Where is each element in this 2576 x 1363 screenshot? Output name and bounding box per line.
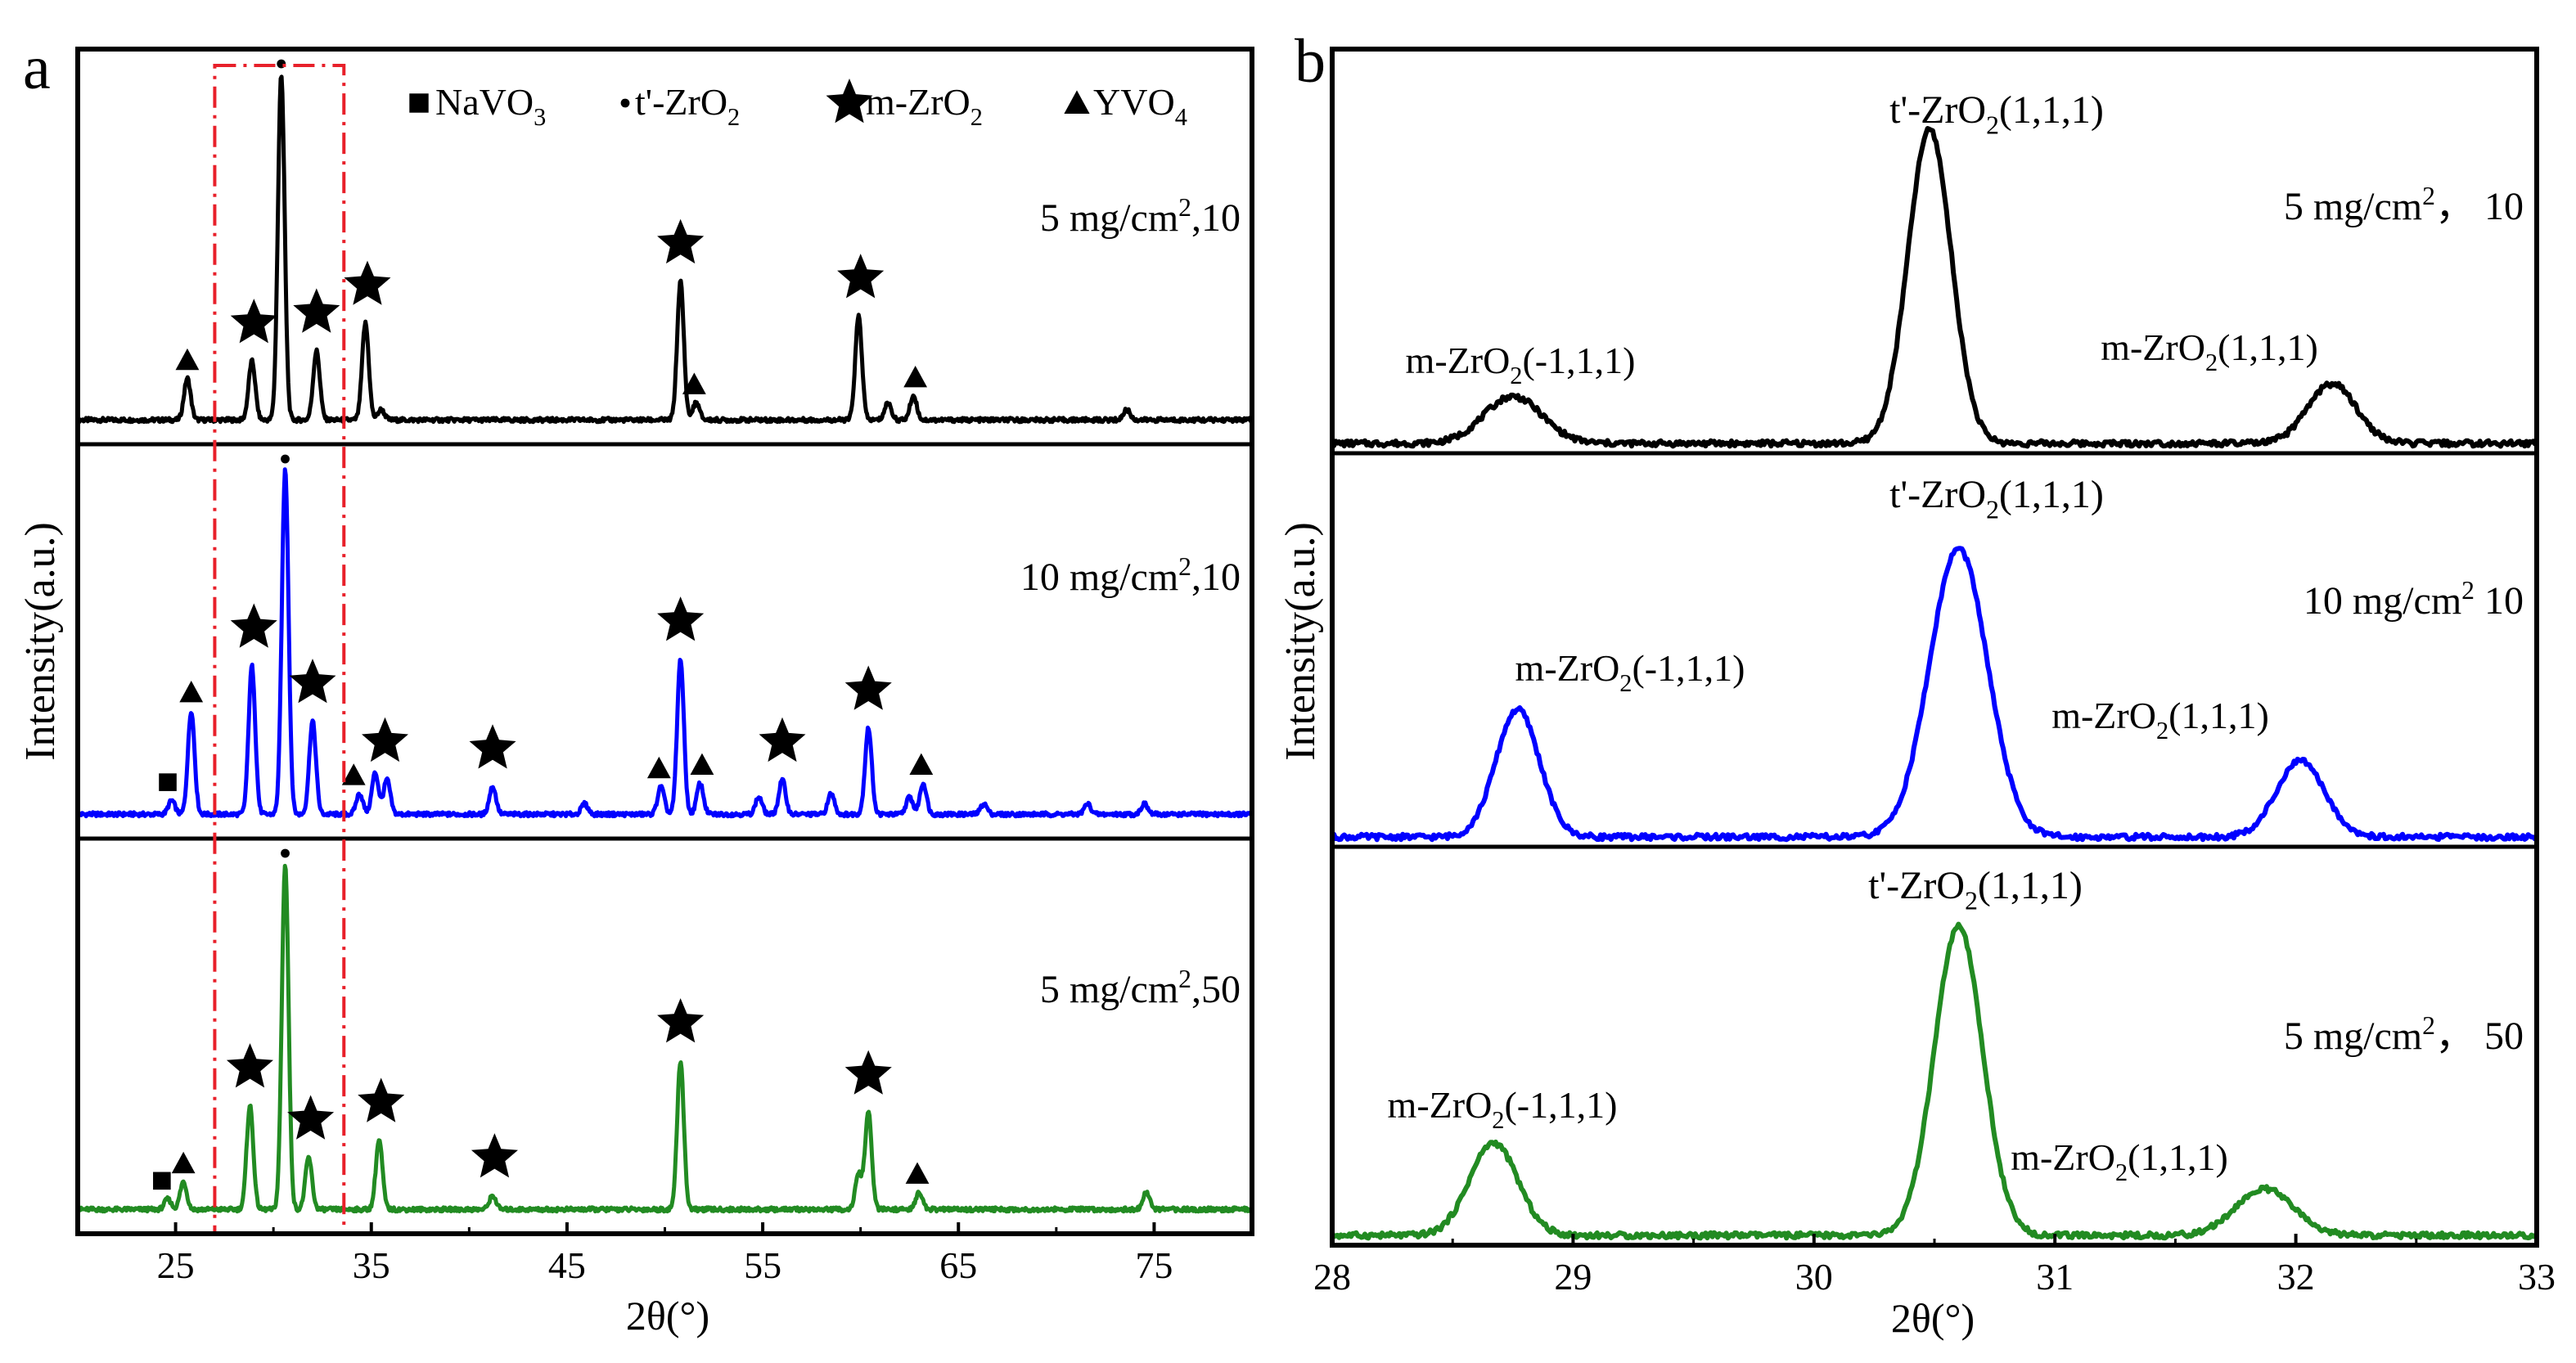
x-tick-label: 45 [548, 1244, 586, 1286]
series-line [1330, 921, 2538, 1241]
navo3-square-icon [153, 1172, 171, 1190]
tzro2-dot-icon [281, 454, 290, 464]
m-zro2-star-icon [358, 1077, 405, 1122]
series-line [1330, 546, 2539, 843]
yvo4-triangle-icon [179, 681, 204, 703]
peak-annotation-left: m-ZrO2(-1,1,1) [1388, 1084, 1618, 1134]
y-axis-label: Intensity(a.u.) [17, 522, 64, 761]
m-zro2-star-icon [230, 603, 277, 648]
m-zro2-star-icon [844, 1050, 892, 1095]
m-zro2-star-icon [657, 596, 705, 641]
x-tick-label: 33 [2518, 1256, 2556, 1298]
series-line [75, 74, 1254, 425]
yvo4-triangle-icon [646, 756, 671, 779]
series-0: t'-ZrO2(1,1,1) m-ZrO2(-1,1,1) m-ZrO2(1,1,1… [1331, 88, 2538, 449]
legend-label: t'-ZrO2 [635, 81, 740, 131]
series-line [1331, 126, 2538, 449]
peak-annotation-right: m-ZrO2(1,1,1) [2101, 326, 2318, 376]
legend-label: NaVO3 [435, 81, 546, 131]
series-line [75, 467, 1254, 819]
m-zro2-star-icon [471, 1133, 518, 1178]
tzro2-dot-icon [281, 848, 290, 858]
tzro2-dot-icon [620, 98, 630, 108]
yvo4-triangle-icon [175, 348, 200, 371]
legend-label: m-ZrO2 [866, 81, 983, 131]
x-tick-label: 30 [1795, 1256, 1833, 1298]
x-tick-label: 29 [1554, 1256, 1592, 1298]
panel-b: t'-ZrO2(1,1,1) m-ZrO2(-1,1,1) m-ZrO2(1,1,1… [1277, 27, 2556, 1341]
m-zro2-star-icon [759, 717, 806, 762]
series-label: 10 mg/cm2,10 [1020, 552, 1241, 599]
panel-letter: b [1295, 27, 1326, 96]
x-tick-label: 55 [744, 1244, 781, 1286]
m-zro2-star-icon [837, 254, 885, 299]
series-1: t'-ZrO2(1,1,1) m-ZrO2(-1,1,1) m-ZrO2(1,1,1… [1330, 473, 2539, 843]
yvo4-triangle-icon [690, 753, 714, 776]
peak-annotation-main: t'-ZrO2(1,1,1) [1868, 864, 2083, 915]
peak-annotation-right: m-ZrO2(1,1,1) [2051, 695, 2269, 744]
yvo4-triangle-icon [905, 1162, 930, 1184]
navo3-square-icon [159, 773, 177, 791]
x-tick-label: 35 [353, 1244, 390, 1286]
x-tick-label: 75 [1135, 1244, 1173, 1286]
legend: NaVO3 t'-ZrO2 m-ZrO2 YVO4 [409, 79, 1187, 131]
m-zro2-star-icon [230, 299, 277, 344]
y-axis-label: Intensity(a.u.) [1277, 522, 1324, 761]
m-zro2-star-icon [289, 659, 336, 704]
panel-a: 5 mg/cm2,10 10 mg/cm2,10 5 mg/cm2,50 NaVO3 t… [17, 34, 1254, 1338]
series-label: 10 mg/cm2 10 [2304, 576, 2524, 623]
yvo4-triangle-icon [171, 1151, 196, 1174]
peak-annotation-right: m-ZrO2(1,1,1) [2011, 1136, 2228, 1186]
m-zro2-star-icon [344, 260, 391, 305]
series-label: 5 mg/cm2， 50 [2284, 1011, 2524, 1058]
m-zro2-star-icon [657, 998, 705, 1043]
x-tick-label: 31 [2036, 1256, 2074, 1298]
series-label: 5 mg/cm2,50 [1040, 965, 1241, 1011]
m-zro2-star-icon [657, 218, 705, 264]
legend-label: YVO4 [1093, 81, 1187, 131]
series-label: 5 mg/cm2,10 [1040, 193, 1241, 240]
x-axis-label: 2θ(°) [1891, 1295, 1975, 1341]
m-zro2-star-icon [293, 288, 340, 333]
x-axis-label: 2θ(°) [626, 1293, 709, 1338]
yvo4-triangle-icon [909, 753, 934, 776]
series-2: t'-ZrO2(1,1,1) m-ZrO2(-1,1,1) m-ZrO2(1,1,1… [1330, 864, 2538, 1241]
x-tick-label: 65 [939, 1244, 977, 1286]
x-tick-label: 28 [1313, 1256, 1351, 1298]
m-zro2-star-icon [226, 1043, 273, 1088]
highlight-box [213, 64, 346, 1235]
series-line [76, 863, 1254, 1214]
peak-annotation-left: m-ZrO2(-1,1,1) [1406, 340, 1636, 389]
x-tick-label: 25 [157, 1244, 195, 1286]
peak-annotation-main: t'-ZrO2(1,1,1) [1889, 473, 2104, 524]
panel-letter: a [23, 34, 51, 102]
yvo4-triangle-icon [903, 365, 928, 388]
m-zro2-star-icon [469, 724, 516, 769]
series-1: 10 mg/cm2,10 [75, 454, 1254, 819]
yvo4-triangle-icon [682, 372, 706, 394]
yvo4-triangle-icon [341, 763, 366, 785]
series-0: 5 mg/cm2,10 [75, 59, 1254, 425]
m-zro2-star-icon [844, 665, 892, 710]
series-2: 5 mg/cm2,50 [76, 848, 1254, 1214]
m-zro2-star-icon [826, 79, 873, 124]
yvo4-triangle-icon [1064, 90, 1090, 114]
m-zro2-star-icon [362, 717, 408, 762]
navo3-square-icon [409, 93, 429, 113]
series-label: 5 mg/cm2， 10 [2284, 182, 2524, 228]
peak-annotation-main: t'-ZrO2(1,1,1) [1889, 88, 2104, 139]
m-zro2-star-icon [287, 1095, 335, 1140]
peak-annotation-left: m-ZrO2(-1,1,1) [1515, 647, 1745, 697]
x-tick-label: 32 [2277, 1256, 2315, 1298]
